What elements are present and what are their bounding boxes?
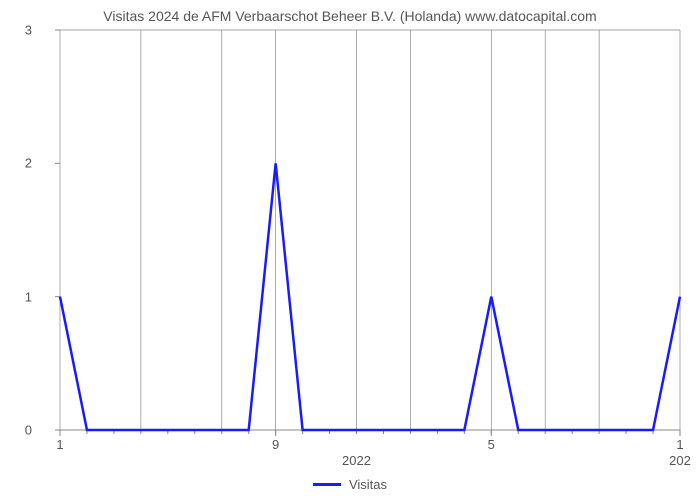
chart-svg (60, 30, 680, 430)
legend-item: Visitas (313, 477, 387, 492)
legend: Visitas (0, 473, 700, 492)
y-tick-label: 2 (25, 156, 32, 171)
x-tick-label: 1 (56, 437, 63, 452)
y-tick-label: 0 (25, 423, 32, 438)
x-tick-label: 9 (272, 437, 279, 452)
chart-title: Visitas 2024 de AFM Verbaarschot Beheer … (0, 8, 700, 24)
x-tick-label: 1 (676, 437, 683, 452)
legend-label: Visitas (349, 477, 387, 492)
x-sublabel: 202 (669, 453, 691, 468)
x-tick-label: 5 (488, 437, 495, 452)
x-sublabel: 2022 (342, 453, 371, 468)
plot-area (60, 30, 680, 430)
y-tick-label: 1 (25, 289, 32, 304)
y-tick-label: 3 (25, 23, 32, 38)
chart-container: Visitas 2024 de AFM Verbaarschot Beheer … (0, 0, 700, 500)
legend-swatch (313, 483, 341, 486)
